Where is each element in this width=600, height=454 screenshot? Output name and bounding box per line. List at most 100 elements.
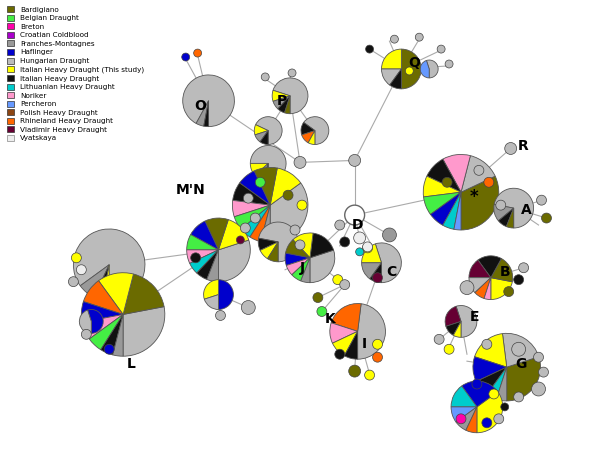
- Wedge shape: [310, 233, 334, 258]
- Circle shape: [442, 178, 452, 187]
- Circle shape: [542, 213, 551, 223]
- Wedge shape: [255, 131, 268, 142]
- Wedge shape: [301, 258, 310, 283]
- Circle shape: [496, 200, 506, 210]
- Circle shape: [482, 418, 492, 428]
- Wedge shape: [205, 295, 218, 310]
- Wedge shape: [284, 96, 290, 114]
- Circle shape: [373, 339, 382, 349]
- Wedge shape: [260, 242, 278, 259]
- Wedge shape: [263, 163, 268, 181]
- Wedge shape: [443, 192, 461, 229]
- Circle shape: [313, 292, 323, 302]
- Wedge shape: [420, 60, 429, 78]
- Wedge shape: [273, 78, 308, 114]
- Wedge shape: [286, 240, 310, 258]
- Circle shape: [514, 392, 524, 402]
- Wedge shape: [424, 192, 461, 214]
- Circle shape: [294, 157, 306, 168]
- Wedge shape: [456, 407, 477, 430]
- Circle shape: [82, 329, 91, 339]
- Text: B: B: [499, 265, 510, 279]
- Wedge shape: [475, 334, 507, 367]
- Text: Q: Q: [409, 56, 420, 70]
- Wedge shape: [207, 250, 218, 281]
- Text: P: P: [277, 94, 287, 108]
- Wedge shape: [232, 200, 270, 217]
- Wedge shape: [358, 304, 385, 359]
- Wedge shape: [261, 205, 270, 243]
- Wedge shape: [476, 367, 507, 395]
- Wedge shape: [254, 125, 268, 135]
- Wedge shape: [83, 281, 123, 315]
- Wedge shape: [285, 253, 310, 266]
- Text: M'N: M'N: [176, 183, 206, 197]
- Wedge shape: [507, 357, 541, 401]
- Circle shape: [460, 281, 474, 295]
- Wedge shape: [401, 49, 421, 89]
- Wedge shape: [218, 280, 233, 310]
- Circle shape: [297, 200, 307, 210]
- Wedge shape: [376, 243, 401, 283]
- Circle shape: [255, 178, 265, 187]
- Wedge shape: [292, 258, 310, 281]
- Wedge shape: [183, 75, 235, 127]
- Circle shape: [518, 263, 529, 273]
- Circle shape: [349, 365, 361, 377]
- Circle shape: [236, 236, 244, 244]
- Circle shape: [104, 344, 114, 354]
- Wedge shape: [496, 367, 507, 401]
- Circle shape: [539, 367, 548, 377]
- Text: J: J: [299, 261, 305, 275]
- Circle shape: [356, 248, 364, 256]
- Wedge shape: [197, 250, 218, 279]
- Wedge shape: [255, 163, 268, 180]
- Legend: Bardigiano, Belgian Draught, Breton, Croatian Coldblood, Franches-Montagnes, Haf: Bardigiano, Belgian Draught, Breton, Cro…: [5, 5, 145, 143]
- Circle shape: [373, 273, 382, 283]
- Circle shape: [484, 178, 494, 187]
- Wedge shape: [308, 131, 315, 144]
- Wedge shape: [270, 168, 301, 205]
- Wedge shape: [191, 221, 218, 250]
- Wedge shape: [89, 315, 123, 350]
- Circle shape: [505, 143, 517, 154]
- Circle shape: [472, 379, 482, 389]
- Circle shape: [250, 213, 260, 223]
- Circle shape: [333, 275, 343, 285]
- Wedge shape: [461, 156, 495, 192]
- Wedge shape: [362, 244, 382, 263]
- Wedge shape: [260, 131, 268, 144]
- Wedge shape: [484, 278, 491, 300]
- Wedge shape: [389, 69, 401, 89]
- Wedge shape: [250, 163, 268, 176]
- Wedge shape: [443, 154, 470, 192]
- Wedge shape: [82, 301, 123, 322]
- Wedge shape: [506, 208, 514, 228]
- Wedge shape: [101, 315, 123, 355]
- Wedge shape: [187, 250, 218, 263]
- Wedge shape: [475, 278, 491, 298]
- Wedge shape: [218, 220, 249, 250]
- Circle shape: [391, 35, 398, 43]
- Circle shape: [533, 352, 544, 362]
- Wedge shape: [196, 101, 209, 126]
- Wedge shape: [469, 278, 491, 293]
- Wedge shape: [370, 263, 382, 283]
- Wedge shape: [250, 145, 286, 181]
- Wedge shape: [332, 331, 358, 356]
- Text: C: C: [386, 265, 397, 279]
- Text: D: D: [352, 218, 364, 232]
- Circle shape: [482, 339, 492, 349]
- Wedge shape: [466, 407, 477, 433]
- Circle shape: [532, 382, 545, 396]
- Circle shape: [68, 276, 79, 286]
- Text: O: O: [194, 99, 206, 113]
- Circle shape: [514, 275, 524, 285]
- Wedge shape: [451, 407, 477, 422]
- Circle shape: [191, 253, 200, 263]
- Wedge shape: [123, 274, 164, 315]
- Text: I: I: [362, 337, 367, 351]
- Circle shape: [335, 220, 345, 230]
- Wedge shape: [113, 315, 123, 356]
- Wedge shape: [362, 263, 382, 279]
